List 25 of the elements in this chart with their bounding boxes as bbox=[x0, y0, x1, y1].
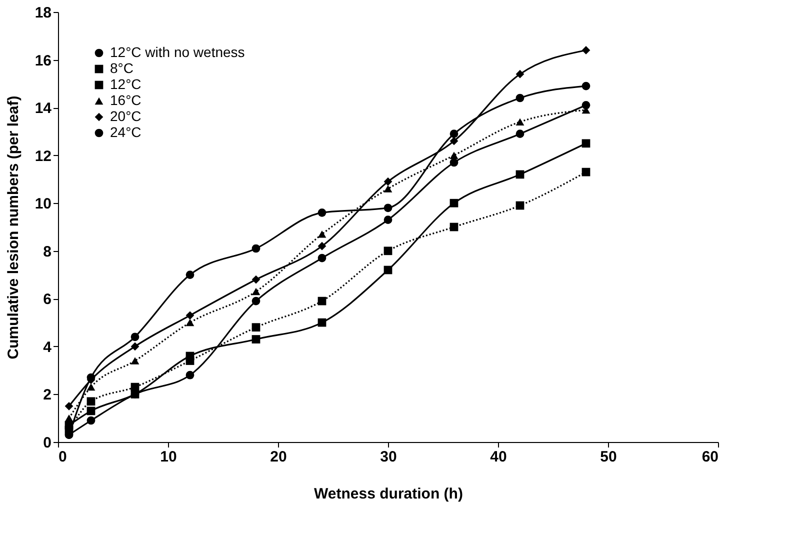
y-tick-label: 12 bbox=[34, 148, 52, 165]
x-tick-label: 60 bbox=[702, 448, 718, 466]
x-tick-label: 50 bbox=[600, 448, 617, 466]
y-tick-label: 0 bbox=[43, 434, 52, 452]
y-tick-label: 2 bbox=[43, 386, 52, 404]
legend-label: 20°C bbox=[110, 108, 142, 124]
y-tick-label: 8 bbox=[43, 243, 52, 260]
x-tick-label: 40 bbox=[490, 448, 507, 466]
legend-label: 12°C with no wetness bbox=[110, 44, 245, 60]
x-axis-title: Wetness duration (h) bbox=[314, 486, 463, 502]
legend-label: 12°C bbox=[110, 76, 142, 92]
y-tick-label: 10 bbox=[34, 196, 52, 213]
x-tick-label: 0 bbox=[58, 448, 67, 466]
legend-label: 16°C bbox=[110, 92, 142, 108]
x-tick-label: 30 bbox=[380, 448, 397, 466]
x-tick-label: 20 bbox=[270, 448, 287, 466]
y-tick-label: 6 bbox=[43, 291, 52, 308]
y-tick-label: 14 bbox=[34, 100, 52, 118]
x-tick-label: 10 bbox=[160, 448, 177, 466]
y-tick-label: 16 bbox=[34, 52, 52, 70]
y-tick-label: 18 bbox=[34, 4, 52, 22]
y-axis-title: Cumulative lesion numbers (per leaf) bbox=[4, 96, 22, 360]
legend-label: 8°C bbox=[110, 60, 134, 76]
y-tick-label: 4 bbox=[43, 338, 52, 356]
legend-label: 24°C bbox=[110, 124, 142, 140]
